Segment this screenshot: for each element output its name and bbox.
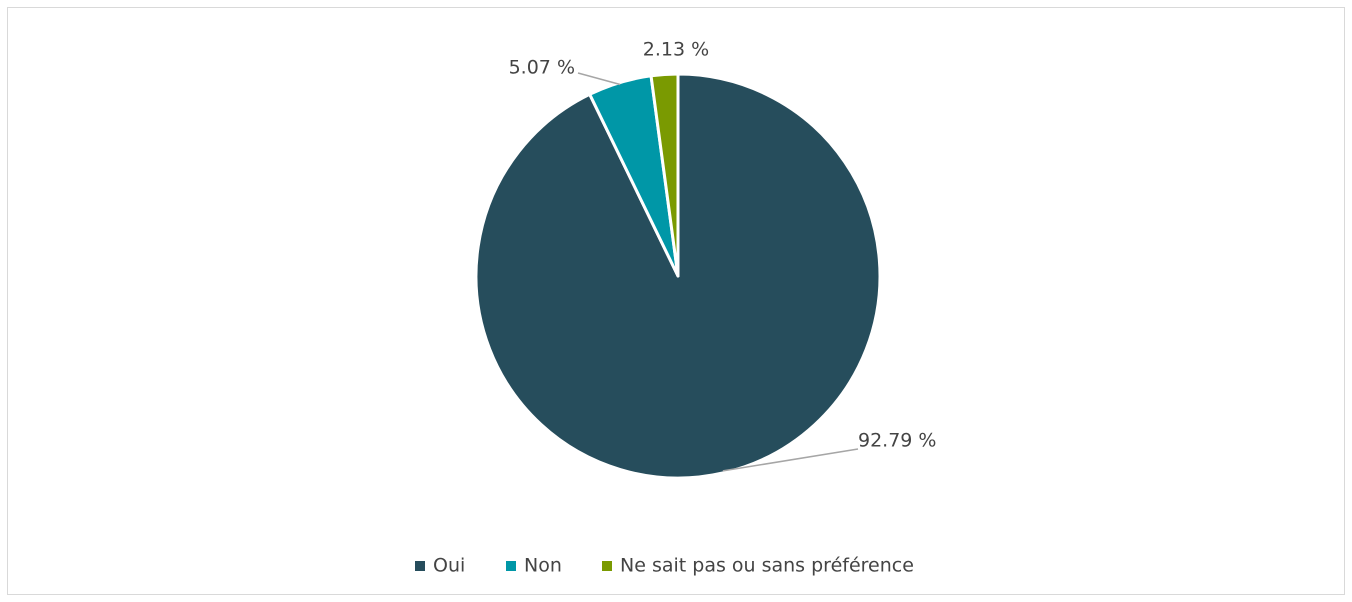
data-label: 92.79 % [858,430,937,452]
leader-line [577,72,621,86]
legend-swatch [506,561,516,571]
legend-swatch [602,561,612,571]
legend-label: Oui [433,555,465,577]
leader-line [722,448,859,472]
data-label: 2.13 % [643,39,709,61]
data-label: 5.07 % [509,57,575,79]
legend-label: Ne sait pas ou sans préférence [620,555,914,577]
legend-label: Non [524,555,562,577]
legend-swatch [415,561,425,571]
pie-slice [649,72,680,278]
